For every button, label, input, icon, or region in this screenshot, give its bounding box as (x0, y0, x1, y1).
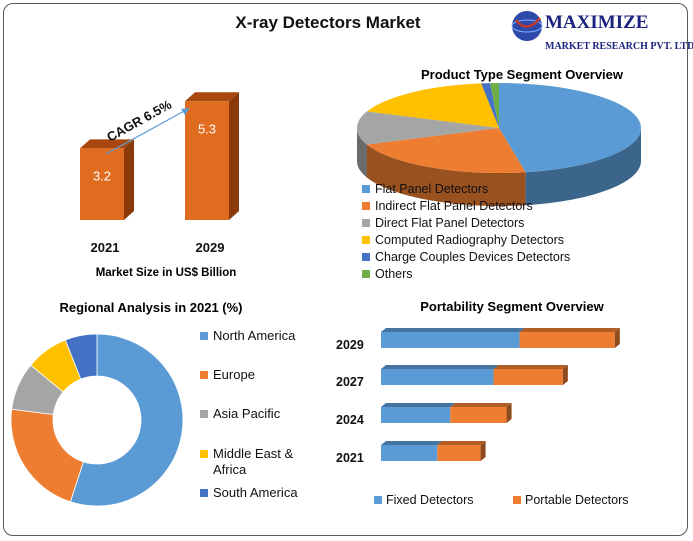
product-legend-label: Direct Flat Panel Detectors (375, 216, 524, 230)
market-category-label: 2021 (91, 240, 120, 255)
cagr-label: CAGR 6.5% (104, 97, 174, 145)
portability-bar-top (450, 403, 512, 407)
product-legend-label: Others (375, 267, 413, 281)
market-bar (80, 148, 124, 220)
regional-title: Regional Analysis in 2021 (%) (59, 300, 242, 315)
regional-legend-label: Europe (213, 367, 255, 382)
legend-swatch (200, 489, 208, 497)
portability-bar-segment (381, 445, 438, 461)
legend-swatch (200, 371, 208, 379)
portability-bar-segment (381, 407, 451, 423)
portability-bar-chart: 2029 2027 2024 2021 (336, 328, 620, 465)
portability-bar-top (381, 403, 456, 407)
market-size-xlabel: Market Size in US$ Billion (96, 267, 237, 279)
product-type-pie (357, 82, 641, 207)
regional-legend: North America Europe Asia Pacific Middle Ea… (200, 328, 298, 500)
product-pie-slice (357, 111, 499, 145)
market-bar-value: 3.2 (93, 168, 111, 183)
logo-tagline: MARKET RESEARCH PVT. LTD. (545, 41, 693, 52)
product-pie-slice (481, 83, 499, 128)
cagr-arrow (105, 109, 187, 155)
portability-bar-segment (437, 445, 481, 461)
portability-bar-side (506, 403, 512, 423)
market-bar-top (185, 92, 239, 102)
legend-swatch (362, 202, 370, 210)
portability-bar-top (519, 328, 620, 332)
portability-category-label: 2024 (336, 413, 364, 427)
regional-legend-label: Asia Pacific (213, 406, 281, 421)
legend-swatch (200, 332, 208, 340)
portability-bar-top (493, 365, 568, 369)
company-logo: MAXIMIZE MARKET RESEARCH PVT. LTD. (511, 11, 693, 52)
market-bar (185, 101, 229, 220)
regional-donut-slice (10, 408, 84, 503)
portability-title: Portability Segment Overview (420, 299, 604, 314)
market-size-chart: 3.2 2021 5.3 2029 CAGR 6.5% (80, 92, 239, 255)
portability-bar-side (614, 328, 620, 348)
legend-swatch (362, 185, 370, 193)
legend-swatch (200, 410, 208, 418)
product-pie-slice (366, 83, 499, 128)
product-pie-slice (499, 82, 641, 173)
legend-swatch (362, 236, 370, 244)
pie-side-wall (366, 144, 526, 207)
regional-donut-chart (10, 333, 184, 507)
portability-legend-label: Portable Detectors (525, 493, 629, 507)
portability-bar-segment (381, 332, 520, 348)
logo-name: MAXIMIZE (545, 12, 648, 33)
product-type-legend: Flat Panel Detectors Indirect Flat Panel … (362, 182, 570, 281)
product-legend-label: Flat Panel Detectors (375, 182, 488, 196)
regional-legend-label: North America (213, 328, 296, 343)
portability-bar-side (480, 441, 486, 461)
portability-category-label: 2027 (336, 375, 364, 389)
legend-swatch (374, 496, 382, 504)
portability-category-label: 2029 (336, 338, 364, 352)
pie-side-wall (357, 128, 367, 178)
regional-legend-label: Middle East & Africa (213, 446, 294, 477)
market-bar-side (124, 139, 134, 220)
legend-swatch (362, 219, 370, 227)
market-category-label: 2029 (196, 240, 225, 255)
portability-bar-top (381, 328, 525, 332)
product-pie-slice (490, 83, 499, 128)
product-legend-label: Computed Radiography Detectors (375, 233, 564, 247)
legend-swatch (362, 270, 370, 278)
market-bar-value: 5.3 (198, 121, 216, 136)
portability-bar-top (381, 365, 499, 369)
portability-bar-side (562, 365, 568, 385)
portability-category-label: 2021 (336, 451, 364, 465)
legend-swatch (362, 253, 370, 261)
portability-bar-segment (493, 369, 563, 385)
infographic-frame (3, 3, 688, 536)
legend-swatch (513, 496, 521, 504)
portability-bar-top (381, 441, 443, 445)
regional-legend-label: South America (213, 485, 298, 500)
pie-side-wall (525, 128, 641, 206)
page-title: X-ray Detectors Market (235, 13, 421, 32)
portability-legend-label: Fixed Detectors (386, 493, 474, 507)
product-legend-label: Indirect Flat Panel Detectors (375, 199, 533, 213)
product-pie-slice (366, 128, 526, 173)
regional-donut-slice (69, 333, 184, 507)
portability-bar-top (437, 441, 486, 445)
market-bar-side (229, 92, 239, 220)
legend-swatch (200, 450, 208, 458)
portability-bar-segment (519, 332, 615, 348)
product-legend-label: Charge Couples Devices Detectors (375, 250, 570, 264)
portability-bar-segment (381, 369, 494, 385)
product-type-title: Product Type Segment Overview (421, 67, 624, 82)
regional-donut-slice (64, 333, 98, 380)
cagr-arrowhead (181, 108, 190, 115)
portability-bar-segment (450, 407, 507, 423)
portability-legend: Fixed Detectors Portable Detectors (374, 493, 629, 507)
